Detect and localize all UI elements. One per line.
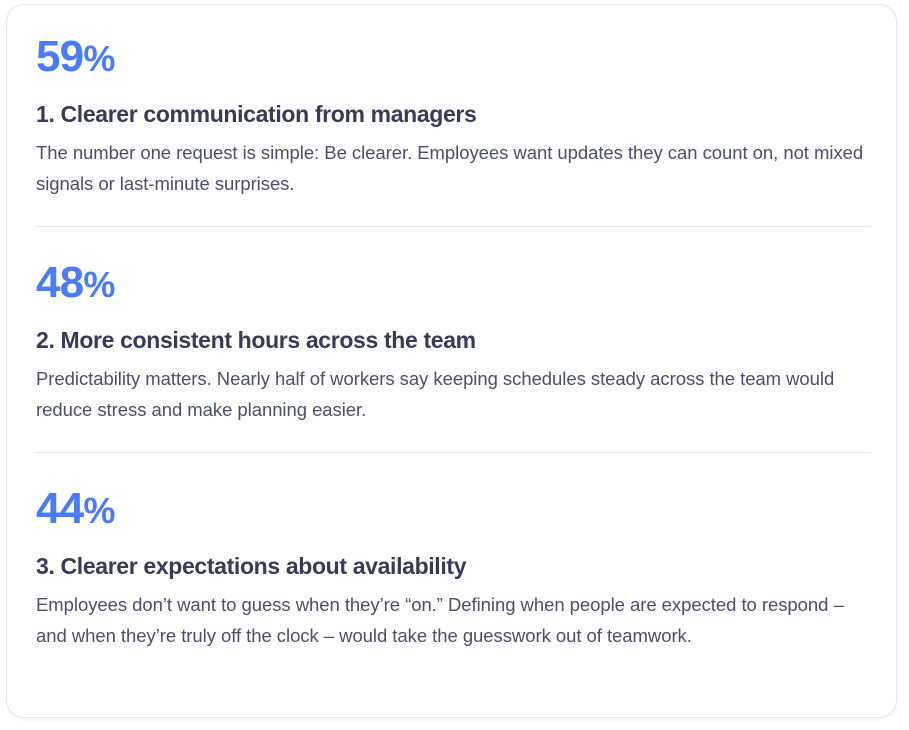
stat-number-3: 44	[36, 484, 84, 533]
stat-heading-1: 1. Clearer communication from managers	[36, 101, 477, 127]
stat-block-3: 44% 3. Clearer expectations about availa…	[36, 481, 868, 651]
stat-value-2: 48%	[36, 255, 868, 313]
percent-symbol-1: %	[83, 38, 115, 79]
stats-card: 59% 1. Clearer communication from manage…	[6, 4, 897, 718]
stat-body-3: Employees don’t want to guess when they’…	[36, 594, 844, 646]
stat-heading-3: 3. Clearer expectations about availabili…	[36, 553, 467, 579]
stat-number-2: 48	[36, 258, 84, 307]
spacer	[36, 453, 868, 481]
stat-body-2: Predictability matters. Nearly half of w…	[36, 368, 835, 420]
stat-value-3: 44%	[36, 481, 868, 539]
spacer	[36, 425, 868, 452]
section-divider-2	[36, 452, 871, 453]
percent-symbol-2: %	[83, 264, 115, 305]
stat-value-1: 59%	[36, 29, 868, 87]
stat-block-1: 59% 1. Clearer communication from manage…	[36, 29, 868, 199]
stat-body-1: The number one request is simple: Be cle…	[36, 142, 864, 194]
section-divider-1	[36, 226, 871, 227]
spacer	[36, 199, 868, 226]
stat-block-2: 48% 2. More consistent hours across the …	[36, 255, 868, 425]
stat-heading-2: 2. More consistent hours across the team	[36, 327, 476, 353]
percent-symbol-3: %	[83, 490, 115, 531]
stat-number-1: 59	[36, 32, 84, 81]
stats-list: 59% 1. Clearer communication from manage…	[7, 5, 896, 651]
spacer	[36, 227, 868, 255]
